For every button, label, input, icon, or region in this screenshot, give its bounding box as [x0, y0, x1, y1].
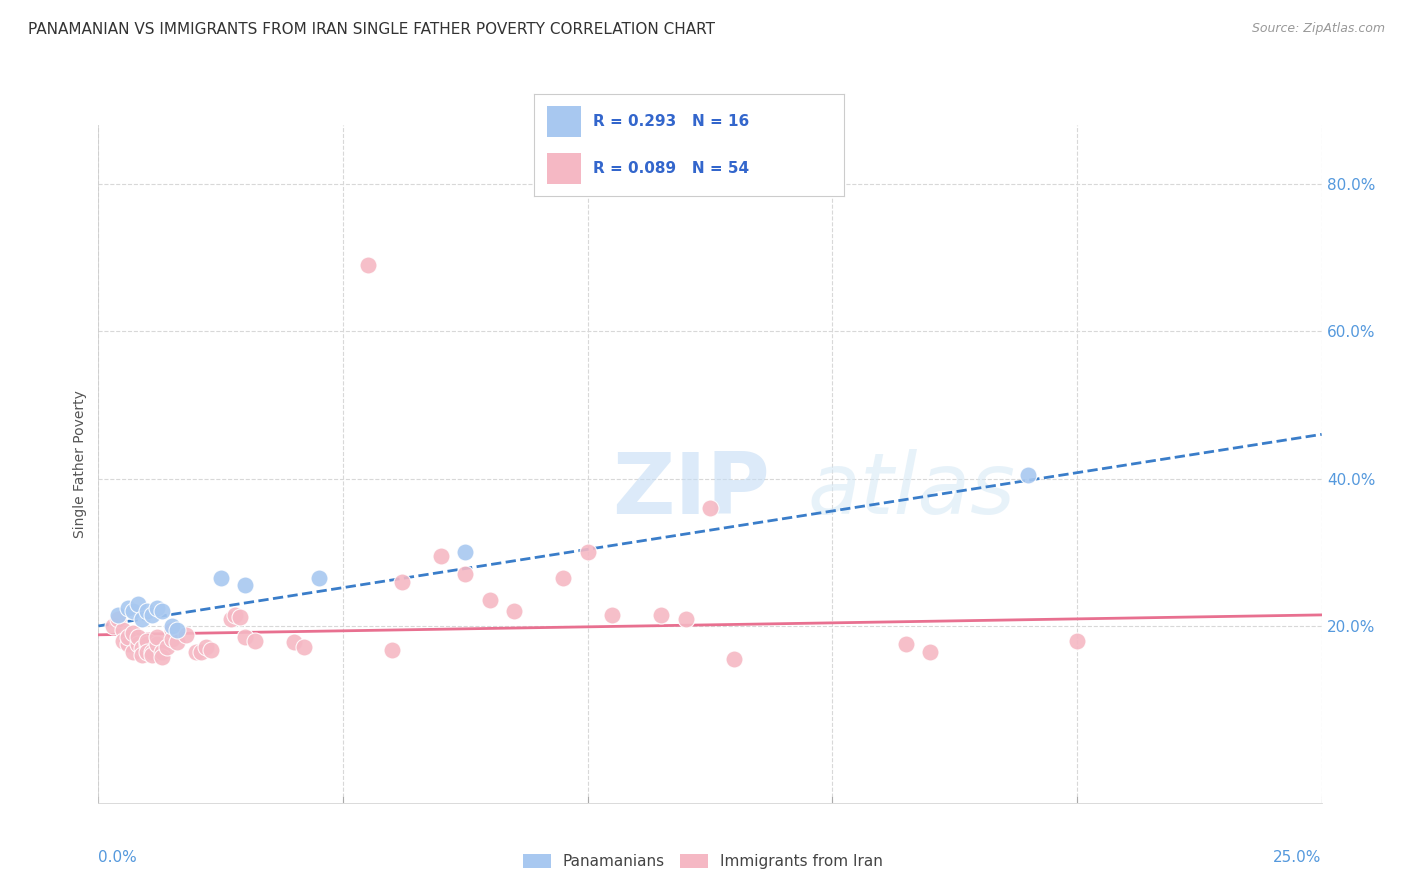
Point — [121, 645, 143, 659]
Point — [146, 600, 169, 615]
Point — [117, 600, 139, 615]
Point — [111, 623, 134, 637]
Point — [136, 645, 159, 659]
Point — [229, 610, 252, 624]
Point — [136, 604, 159, 618]
Point — [478, 593, 501, 607]
Text: R = 0.089   N = 54: R = 0.089 N = 54 — [593, 161, 749, 176]
Point — [127, 630, 149, 644]
Point — [894, 637, 917, 651]
Text: PANAMANIAN VS IMMIGRANTS FROM IRAN SINGLE FATHER POVERTY CORRELATION CHART: PANAMANIAN VS IMMIGRANTS FROM IRAN SINGL… — [28, 22, 716, 37]
Point — [243, 633, 266, 648]
Point — [136, 633, 159, 648]
Point — [131, 641, 153, 656]
Point — [117, 630, 139, 644]
Text: ZIP: ZIP — [612, 450, 770, 533]
Point — [200, 642, 222, 657]
Point — [723, 652, 745, 666]
Point — [553, 571, 575, 585]
Point — [141, 645, 163, 659]
Point — [600, 607, 623, 622]
Point — [920, 645, 942, 659]
Text: 0.0%: 0.0% — [98, 850, 138, 865]
Point — [146, 637, 169, 651]
Point — [166, 623, 188, 637]
Bar — [547, 106, 581, 136]
Point — [121, 626, 143, 640]
Point — [176, 628, 198, 642]
Point — [391, 574, 413, 589]
Text: R = 0.293   N = 16: R = 0.293 N = 16 — [593, 114, 749, 128]
Point — [101, 619, 124, 633]
Point — [150, 649, 173, 664]
Point — [150, 645, 173, 659]
Point — [136, 637, 159, 651]
Point — [141, 648, 163, 663]
Point — [308, 571, 330, 585]
Point — [454, 567, 477, 582]
Point — [233, 578, 256, 592]
Point — [121, 604, 143, 618]
Point — [127, 597, 149, 611]
Point — [146, 630, 169, 644]
Point — [156, 640, 179, 654]
Point — [430, 549, 453, 563]
Point — [131, 611, 153, 625]
Text: 25.0%: 25.0% — [1274, 850, 1322, 865]
Point — [190, 645, 212, 659]
Point — [107, 607, 129, 622]
Point — [186, 645, 208, 659]
Point — [117, 637, 139, 651]
Point — [283, 635, 305, 649]
Point — [699, 501, 721, 516]
Text: Source: ZipAtlas.com: Source: ZipAtlas.com — [1251, 22, 1385, 36]
Point — [111, 633, 134, 648]
Point — [166, 635, 188, 649]
Point — [150, 604, 173, 618]
Point — [675, 611, 697, 625]
Legend: Panamanians, Immigrants from Iran: Panamanians, Immigrants from Iran — [517, 848, 889, 875]
Point — [160, 619, 183, 633]
Point — [131, 648, 153, 663]
Point — [650, 607, 672, 622]
Point — [503, 604, 526, 618]
Point — [454, 545, 477, 559]
Point — [160, 632, 183, 647]
Point — [1017, 467, 1039, 482]
Text: atlas: atlas — [808, 450, 1017, 533]
Point — [356, 258, 378, 272]
Bar — [547, 153, 581, 184]
Point — [107, 611, 129, 625]
Point — [233, 630, 256, 644]
Point — [209, 571, 232, 585]
Point — [219, 611, 242, 625]
Point — [292, 640, 315, 654]
Point — [381, 642, 404, 657]
Y-axis label: Single Father Poverty: Single Father Poverty — [73, 390, 87, 538]
Point — [576, 545, 599, 559]
Point — [1066, 633, 1088, 648]
Point — [224, 607, 246, 622]
Point — [195, 640, 218, 654]
Point — [127, 637, 149, 651]
Point — [141, 607, 163, 622]
Point — [160, 623, 183, 637]
